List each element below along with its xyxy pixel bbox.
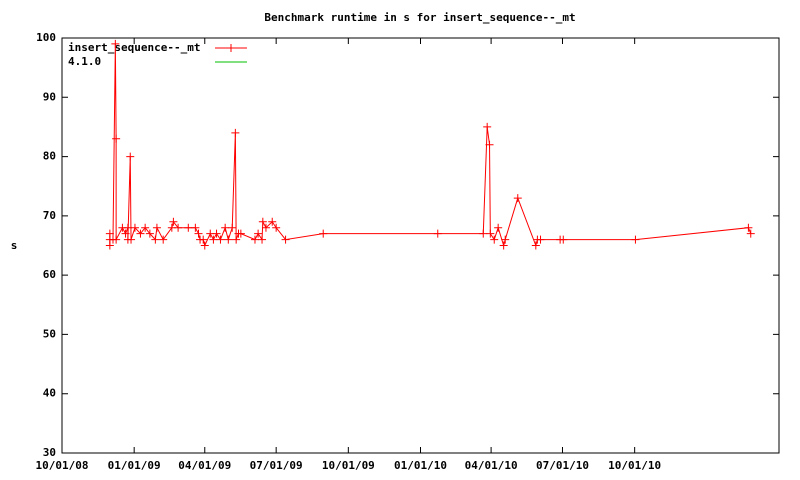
- y-tick-label: 40: [43, 387, 56, 400]
- point-marker: [231, 128, 240, 137]
- point-marker: [221, 223, 230, 232]
- legend-label: 4.1.0: [68, 55, 101, 68]
- point-marker: [744, 223, 753, 232]
- point-marker: [258, 235, 267, 244]
- point-marker: [261, 223, 270, 232]
- point-marker: [184, 223, 193, 232]
- point-marker: [281, 235, 290, 244]
- x-tick-label: 10/01/09: [322, 459, 375, 472]
- point-marker: [501, 235, 510, 244]
- point-marker: [486, 229, 495, 238]
- point-marker: [232, 235, 241, 244]
- point-marker: [254, 229, 263, 238]
- legend-marker: [227, 44, 235, 52]
- point-marker: [272, 223, 281, 232]
- point-marker: [490, 235, 499, 244]
- point-marker: [159, 235, 168, 244]
- point-marker: [433, 229, 442, 238]
- point-marker: [224, 235, 233, 244]
- point-marker: [531, 241, 540, 250]
- point-marker: [126, 152, 135, 161]
- point-marker: [151, 235, 160, 244]
- y-axis-label: s: [11, 239, 18, 252]
- x-tick-label: 04/01/10: [465, 459, 518, 472]
- point-marker: [212, 229, 221, 238]
- point-marker: [216, 235, 225, 244]
- x-tick-label: 04/01/09: [178, 459, 231, 472]
- point-marker: [194, 229, 203, 238]
- point-marker: [513, 194, 522, 203]
- point-marker: [169, 217, 178, 226]
- point-marker: [559, 235, 568, 244]
- y-tick-label: 90: [43, 90, 56, 103]
- point-marker: [200, 241, 209, 250]
- point-marker: [236, 229, 245, 238]
- point-marker: [209, 235, 218, 244]
- x-tick-label: 01/01/10: [394, 459, 447, 472]
- y-tick-label: 50: [43, 327, 56, 340]
- point-marker: [112, 235, 121, 244]
- point-marker: [258, 217, 267, 226]
- point-marker: [141, 223, 150, 232]
- point-marker: [536, 235, 545, 244]
- x-tick-label: 10/01/10: [608, 459, 661, 472]
- point-marker: [127, 235, 136, 244]
- legend-label: insert_sequence--_mt: [68, 41, 200, 54]
- point-marker: [130, 223, 139, 232]
- point-marker: [199, 235, 208, 244]
- point-marker: [152, 223, 161, 232]
- y-tick-label: 70: [43, 209, 56, 222]
- point-marker: [228, 223, 237, 232]
- x-tick-label: 01/01/09: [108, 459, 161, 472]
- point-marker: [121, 229, 130, 238]
- chart-title: Benchmark runtime in s for insert_sequen…: [264, 11, 575, 24]
- point-marker: [319, 229, 328, 238]
- point-marker: [499, 241, 508, 250]
- y-tick-label: 60: [43, 268, 56, 281]
- point-marker: [479, 229, 488, 238]
- y-tick-label: 30: [43, 446, 56, 459]
- point-marker: [174, 223, 183, 232]
- point-marker: [112, 134, 121, 143]
- point-marker: [136, 229, 145, 238]
- point-marker: [145, 229, 154, 238]
- point-marker: [494, 223, 503, 232]
- x-tick-label: 07/01/09: [250, 459, 303, 472]
- point-marker: [485, 140, 494, 149]
- point-marker: [746, 229, 755, 238]
- y-tick-label: 80: [43, 150, 56, 163]
- point-marker: [250, 235, 259, 244]
- point-marker: [111, 39, 120, 48]
- point-marker: [483, 122, 492, 131]
- point-marker: [191, 223, 200, 232]
- point-marker: [268, 217, 277, 226]
- x-tick-label: 07/01/10: [536, 459, 589, 472]
- y-tick-label: 100: [36, 31, 56, 44]
- x-tick-label: 10/01/08: [36, 459, 89, 472]
- point-marker: [123, 223, 132, 232]
- point-marker: [631, 235, 640, 244]
